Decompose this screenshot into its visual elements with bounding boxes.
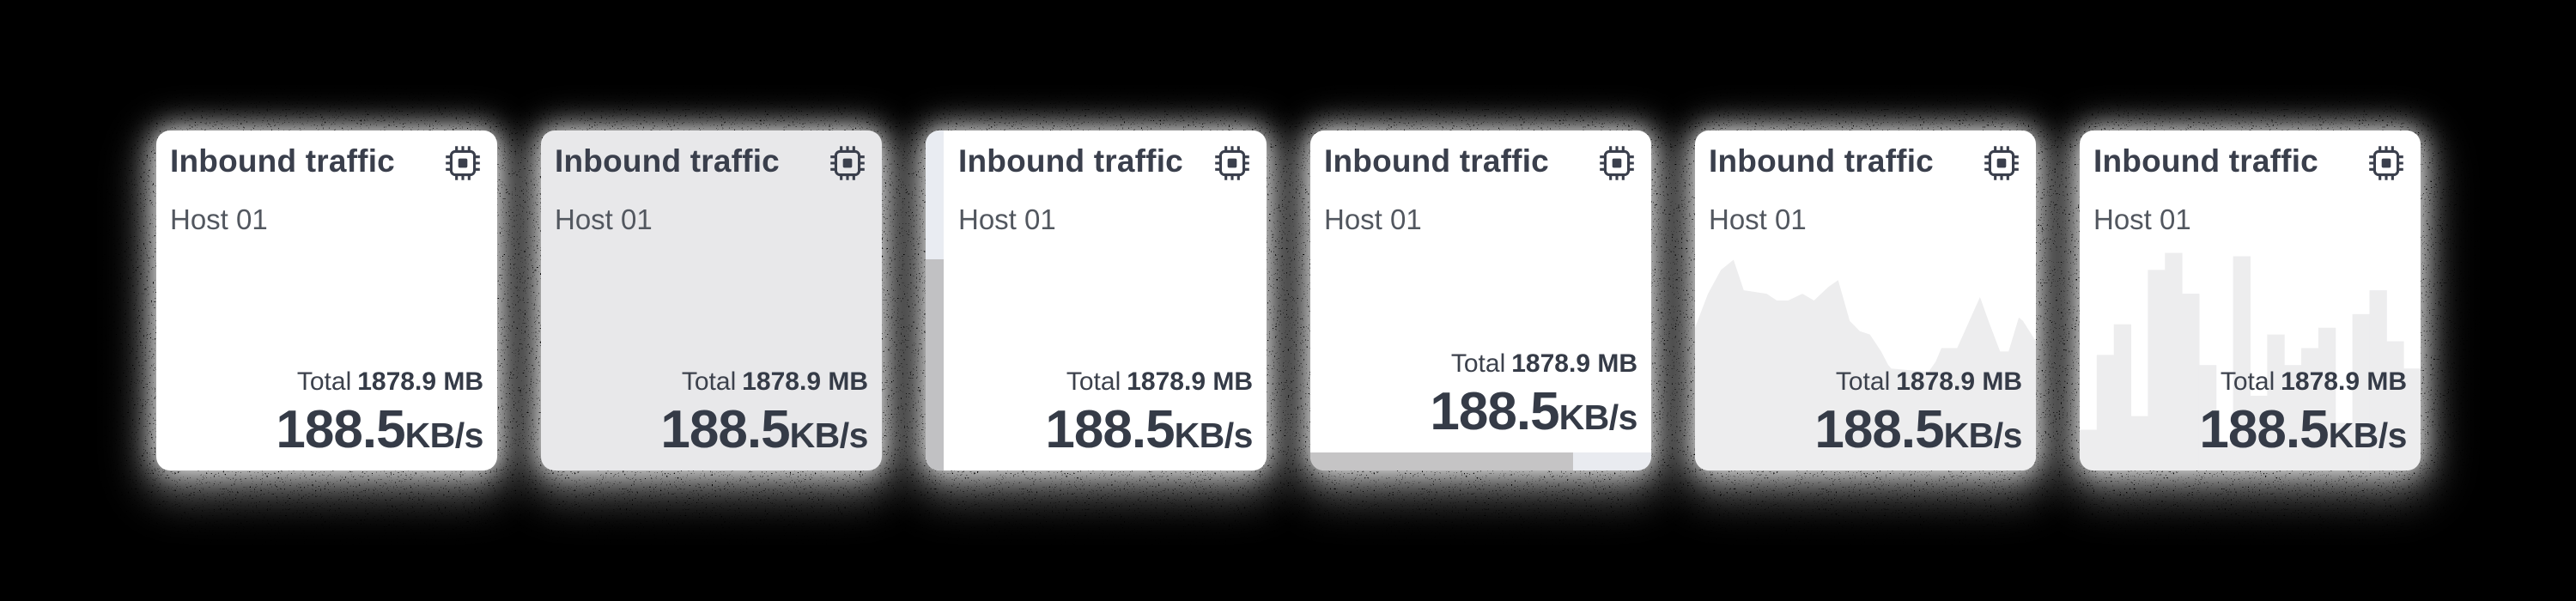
cpu-chip-icon bbox=[1598, 144, 1636, 182]
card-header: Inbound traffic bbox=[958, 143, 1253, 182]
value-block: Total 1878.9 MB 188.5KB/s bbox=[555, 365, 868, 457]
area-sparkline bbox=[1695, 259, 2036, 470]
rate-unit: KB/s bbox=[1558, 398, 1638, 437]
total-line: Total 1878.9 MB bbox=[2093, 365, 2407, 398]
total-value: 1878.9 MB bbox=[742, 367, 868, 396]
total-line: Total 1878.9 MB bbox=[555, 365, 868, 398]
value-block: Total 1878.9 MB 188.5KB/s bbox=[170, 365, 483, 457]
value-block: Total 1878.9 MB 188.5KB/s bbox=[1709, 365, 2022, 457]
total-label: Total bbox=[1066, 367, 1121, 396]
card-title: Inbound traffic bbox=[555, 143, 780, 179]
card-subtitle: Host 01 bbox=[2093, 203, 2191, 235]
horizontal-gauge-track bbox=[1572, 452, 1651, 470]
total-label: Total bbox=[1835, 367, 1891, 396]
cpu-chip-icon bbox=[1213, 144, 1251, 182]
rate-line: 188.5KB/s bbox=[958, 404, 1253, 457]
rate-value: 188.5 bbox=[1814, 400, 1944, 459]
card-title: Inbound traffic bbox=[170, 143, 395, 179]
card-title: Inbound traffic bbox=[1709, 143, 1934, 179]
card-subtitle: Host 01 bbox=[1709, 203, 1807, 235]
bar-sparkline bbox=[2080, 252, 2421, 470]
cpu-chip-icon bbox=[829, 144, 866, 182]
total-label: Total bbox=[2220, 367, 2275, 396]
card-header: Inbound traffic bbox=[555, 143, 868, 182]
rate-unit: KB/s bbox=[789, 416, 869, 455]
total-line: Total 1878.9 MB bbox=[958, 365, 1253, 398]
traffic-card-bar-sparkline[interactable]: Inbound traffic Host 01 Total 1878.9 MB 1… bbox=[2080, 131, 2421, 470]
traffic-card-filled[interactable]: Inbound traffic Host 01 Total 1878.9 MB 1… bbox=[541, 131, 882, 470]
cpu-chip-icon bbox=[1983, 144, 2020, 182]
rate-value: 188.5 bbox=[660, 400, 790, 459]
rate-value: 188.5 bbox=[1430, 382, 1559, 441]
rate-unit: KB/s bbox=[404, 416, 484, 455]
card-subtitle: Host 01 bbox=[170, 203, 268, 235]
card-header: Inbound traffic bbox=[170, 143, 483, 182]
card-title: Inbound traffic bbox=[2093, 143, 2318, 179]
traffic-card-horizontal-gauge[interactable]: Inbound traffic Host 01 Total 1878.9 MB 1… bbox=[1310, 131, 1651, 470]
card-header: Inbound traffic bbox=[1324, 143, 1637, 182]
cpu-chip-icon bbox=[444, 144, 482, 182]
horizontal-gauge bbox=[1310, 452, 1651, 470]
total-value: 1878.9 MB bbox=[1896, 367, 2022, 396]
card-subtitle: Host 01 bbox=[555, 203, 653, 235]
total-value: 1878.9 MB bbox=[1127, 367, 1253, 396]
rate-unit: KB/s bbox=[1943, 416, 2023, 455]
total-label: Total bbox=[681, 367, 737, 396]
total-line: Total 1878.9 MB bbox=[1324, 347, 1637, 380]
card-grid: Inbound traffic Host 01 Total 1878.9 MB 1… bbox=[156, 131, 2421, 470]
cpu-chip-icon bbox=[2367, 144, 2405, 182]
total-line: Total 1878.9 MB bbox=[1709, 365, 2022, 398]
value-block: Total 1878.9 MB 188.5KB/s bbox=[1324, 347, 1637, 439]
total-label: Total bbox=[1450, 349, 1506, 378]
total-line: Total 1878.9 MB bbox=[170, 365, 483, 398]
card-header: Inbound traffic bbox=[2093, 143, 2407, 182]
rate-value: 188.5 bbox=[276, 400, 405, 459]
card-subtitle: Host 01 bbox=[958, 203, 1056, 235]
value-block: Total 1878.9 MB 188.5KB/s bbox=[2093, 365, 2407, 457]
rate-unit: KB/s bbox=[1174, 416, 1254, 455]
rate-line: 188.5KB/s bbox=[1709, 404, 2022, 457]
total-value: 1878.9 MB bbox=[2281, 367, 2407, 396]
rate-line: 188.5KB/s bbox=[555, 404, 868, 457]
card-title: Inbound traffic bbox=[958, 143, 1183, 179]
horizontal-gauge-fill bbox=[1310, 452, 1573, 470]
rate-value: 188.5 bbox=[1045, 400, 1175, 459]
card-subtitle: Host 01 bbox=[1324, 203, 1422, 235]
rate-line: 188.5KB/s bbox=[170, 404, 483, 457]
vertical-gauge-fill bbox=[926, 259, 944, 470]
rate-value: 188.5 bbox=[2199, 400, 2329, 459]
traffic-card-plain[interactable]: Inbound traffic Host 01 Total 1878.9 MB 1… bbox=[156, 131, 497, 470]
total-label: Total bbox=[296, 367, 352, 396]
traffic-card-vertical-gauge[interactable]: Inbound traffic Host 01 Total 1878.9 MB 1… bbox=[926, 131, 1267, 470]
traffic-card-area-sparkline[interactable]: Inbound traffic Host 01 Total 1878.9 MB 1… bbox=[1695, 131, 2036, 470]
rate-unit: KB/s bbox=[2328, 416, 2408, 455]
card-title: Inbound traffic bbox=[1324, 143, 1549, 179]
total-value: 1878.9 MB bbox=[357, 367, 483, 396]
rate-line: 188.5KB/s bbox=[1324, 385, 1637, 439]
rate-line: 188.5KB/s bbox=[2093, 404, 2407, 457]
value-block: Total 1878.9 MB 188.5KB/s bbox=[958, 365, 1253, 457]
vertical-gauge bbox=[926, 131, 944, 470]
card-header: Inbound traffic bbox=[1709, 143, 2022, 182]
total-value: 1878.9 MB bbox=[1511, 349, 1637, 378]
